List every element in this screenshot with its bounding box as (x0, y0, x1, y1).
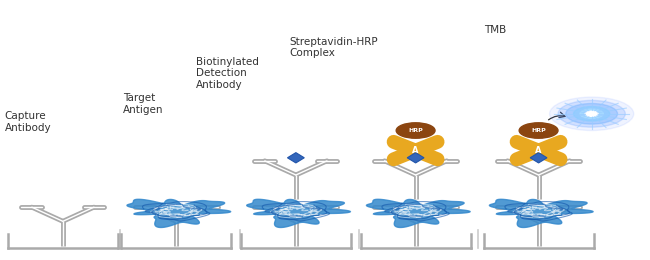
Text: HRP: HRP (408, 128, 423, 133)
Circle shape (550, 97, 634, 131)
Circle shape (519, 123, 558, 138)
Circle shape (525, 145, 552, 156)
Circle shape (566, 103, 618, 124)
Polygon shape (247, 199, 350, 228)
Text: Target
Antigen: Target Antigen (123, 94, 164, 115)
Polygon shape (287, 153, 304, 163)
Circle shape (558, 100, 625, 127)
Polygon shape (407, 153, 424, 163)
Polygon shape (127, 199, 231, 228)
Text: A: A (536, 146, 542, 155)
Text: A: A (412, 146, 419, 155)
Polygon shape (530, 153, 547, 163)
Circle shape (401, 145, 430, 156)
Polygon shape (489, 199, 593, 228)
Text: HRP: HRP (531, 128, 546, 133)
Circle shape (396, 123, 435, 138)
Text: Biotinylated
Detection
Antibody: Biotinylated Detection Antibody (196, 57, 259, 90)
Text: Capture
Antibody: Capture Antibody (5, 112, 51, 133)
Circle shape (580, 109, 603, 118)
Circle shape (585, 111, 598, 116)
Circle shape (586, 112, 597, 116)
Text: Streptavidin-HRP
Complex: Streptavidin-HRP Complex (289, 37, 378, 58)
Circle shape (573, 107, 610, 121)
Text: TMB: TMB (484, 25, 506, 35)
Polygon shape (367, 199, 470, 228)
